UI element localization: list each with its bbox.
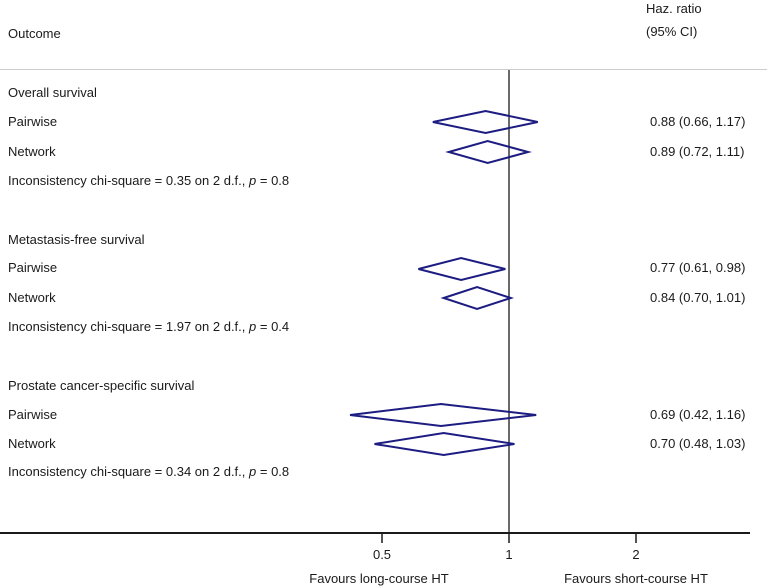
note-p-symbol: p xyxy=(249,319,257,334)
hr-value: 0.84 (0.70, 1.01) xyxy=(650,290,746,305)
note-p-symbol: p xyxy=(249,173,257,188)
section-title-metastasis-free-survival: Metastasis-free survival xyxy=(8,232,145,247)
hr-value: 0.89 (0.72, 1.11) xyxy=(650,144,745,159)
outcome-column-header: Outcome xyxy=(8,26,61,41)
x-tick-label: 1 xyxy=(505,547,513,562)
diamond-prostate-pairwise xyxy=(349,402,537,428)
row-label-network: Network xyxy=(8,144,56,159)
inconsistency-note: Inconsistency chi-square = 0.34 on 2 d.f… xyxy=(8,464,289,480)
diamond-metastasis-network xyxy=(440,285,515,311)
row-label-network: Network xyxy=(8,436,56,451)
row-label-network: Network xyxy=(8,290,56,305)
x-axis-footer-right: Favours short-course HT xyxy=(564,571,708,586)
header-separator xyxy=(0,69,767,70)
row-label-pairwise: Pairwise xyxy=(8,260,58,275)
inconsistency-note: Inconsistency chi-square = 1.97 on 2 d.f… xyxy=(8,319,289,335)
hr-value: 0.70 (0.48, 1.03) xyxy=(650,436,746,451)
hazard-ratio-header-line1: Haz. ratio xyxy=(646,1,702,16)
note-prefix: Inconsistency chi-square = 1.97 on 2 d.f… xyxy=(8,319,250,334)
section-title-overall-survival: Overall survival xyxy=(8,85,97,100)
note-suffix: = 0.8 xyxy=(256,464,290,479)
section-title-prostate-cancer-specific-survival: Prostate cancer-specific survival xyxy=(8,378,195,393)
x-axis-footer-left: Favours long-course HT xyxy=(309,571,449,586)
note-p-symbol: p xyxy=(249,464,257,479)
diamond-overall-network xyxy=(445,139,532,165)
inconsistency-note: Inconsistency chi-square = 0.35 on 2 d.f… xyxy=(8,173,289,189)
hr-value: 0.77 (0.61, 0.98) xyxy=(650,260,746,275)
note-prefix: Inconsistency chi-square = 0.34 on 2 d.f… xyxy=(8,464,250,479)
x-tick-label: 2 xyxy=(632,547,640,562)
note-prefix: Inconsistency chi-square = 0.35 on 2 d.f… xyxy=(8,173,250,188)
diamond-overall-pairwise xyxy=(432,109,538,135)
note-suffix: = 0.8 xyxy=(256,173,290,188)
diamond-metastasis-pairwise xyxy=(418,256,506,282)
row-label-pairwise: Pairwise xyxy=(8,114,58,129)
note-suffix: = 0.4 xyxy=(256,319,290,334)
hr-value: 0.88 (0.66, 1.17) xyxy=(650,114,746,129)
row-label-pairwise: Pairwise xyxy=(8,407,58,422)
hr-value: 0.69 (0.42, 1.16) xyxy=(650,407,746,422)
hazard-ratio-header-line2: (95% CI) xyxy=(646,24,698,39)
x-tick-label: 0.5 xyxy=(372,547,392,562)
diamond-prostate-network xyxy=(374,431,515,457)
